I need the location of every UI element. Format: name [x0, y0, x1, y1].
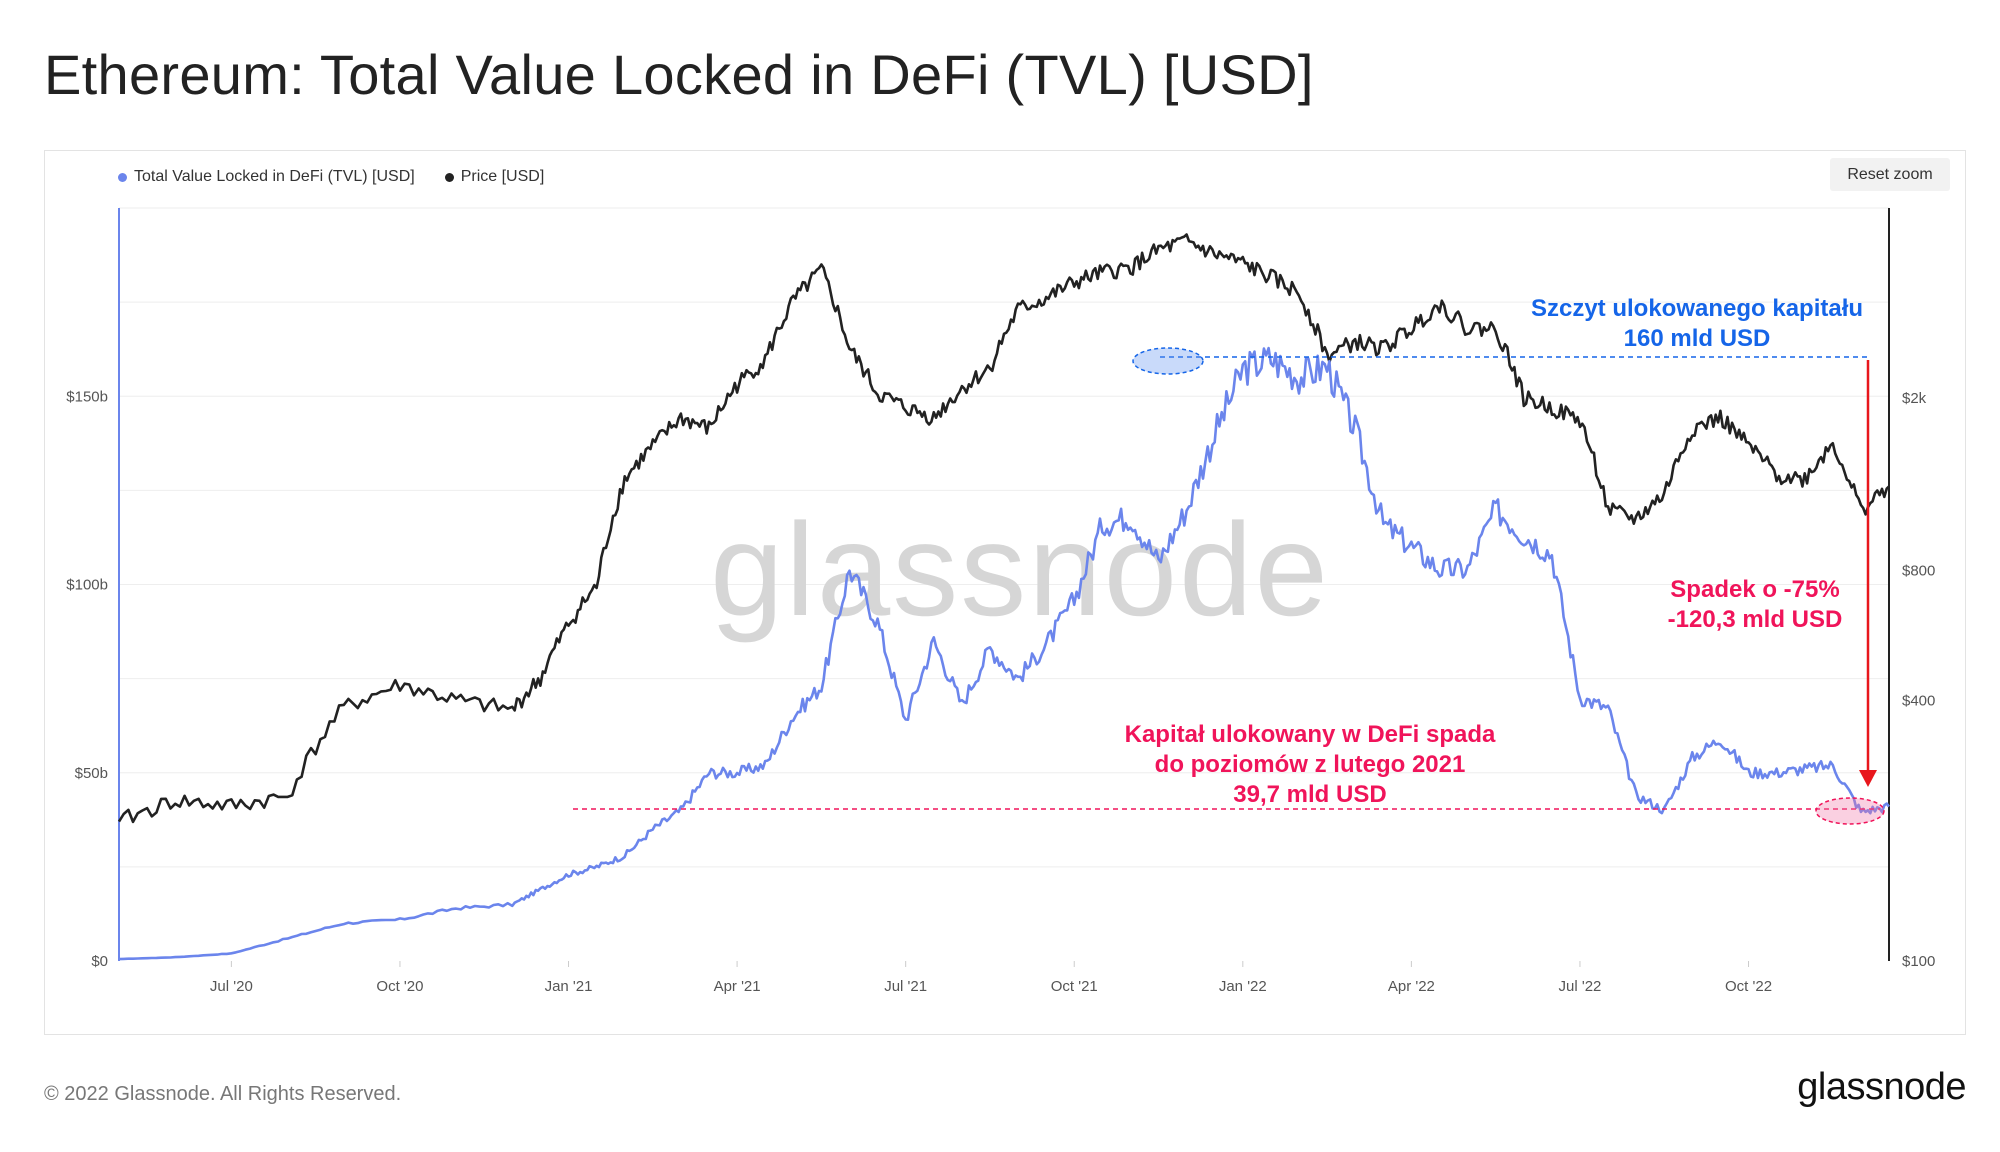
left-axis-tick-label: $100b [66, 577, 108, 594]
legend-item-tvl[interactable]: Total Value Locked in DeFi (TVL) [USD] [118, 168, 415, 186]
price-series-line [117, 233, 1890, 824]
x-axis-tick-label: Apr '21 [714, 978, 761, 995]
legend-label-price: Price [USD] [460, 168, 545, 185]
x-axis-tick-label: Jul '21 [884, 978, 927, 995]
chart-frame [44, 150, 1966, 1035]
tvl-series-line [118, 346, 1891, 961]
copyright-text: © 2022 Glassnode. All Rights Reserved. [44, 1083, 402, 1105]
chart-legend: Total Value Locked in DeFi (TVL) [USD] P… [118, 168, 544, 186]
drop-annotation-line2: -120,3 mld USD [1668, 606, 1843, 633]
right-axis-tick-label: $2k [1902, 390, 1927, 407]
x-axis-tick-label: Jul '20 [210, 978, 253, 995]
peak-annotation-line2: 160 mld USD [1624, 325, 1771, 352]
x-axis-tick-label: Oct '22 [1725, 978, 1772, 995]
page-title: Ethereum: Total Value Locked in DeFi (TV… [44, 43, 1314, 106]
left-axis-ticks: $0 $50b $100b $150b [66, 388, 108, 970]
low-annotation-line3: 39,7 mld USD [1233, 781, 1386, 808]
x-axis-tick-label: Oct '21 [1051, 978, 1098, 995]
peak-annotation-line1: Szczyt ulokowanego kapitału [1531, 295, 1863, 322]
x-axis-tick-label: Jan '21 [545, 978, 593, 995]
left-axis-tick-label: $150b [66, 388, 108, 405]
price-dot-icon [444, 172, 454, 182]
legend-item-price[interactable]: Price [USD] [444, 168, 545, 186]
glassnode-logo[interactable]: glassnode [1797, 1066, 1966, 1108]
x-axis-tick-label: Oct '20 [376, 978, 423, 995]
x-axis-ticks: Jul '20 Oct '20 Jan '21 Apr '21 Jul '21 Oct '… [210, 961, 1772, 995]
x-axis-tick-label: Apr '22 [1388, 978, 1435, 995]
x-axis-tick-label: Jan '22 [1219, 978, 1267, 995]
legend-label-tvl: Total Value Locked in DeFi (TVL) [USD] [134, 168, 415, 185]
right-axis-tick-label: $100 [1902, 953, 1935, 970]
left-axis-tick-label: $0 [91, 953, 108, 970]
tvl-dot-icon [118, 172, 127, 182]
gridlines [119, 207, 1889, 868]
drop-arrow-head-icon [1859, 770, 1877, 787]
reset-zoom-button[interactable]: Reset zoom [1830, 158, 1950, 191]
x-axis-tick-label: Jul '22 [1559, 978, 1602, 995]
low-annotation-line2: do poziomów z lutego 2021 [1155, 751, 1466, 778]
left-axis-tick-label: $50b [75, 765, 108, 782]
peak-highlight-ellipse [1132, 347, 1204, 375]
right-axis-tick-label: $800 [1902, 562, 1935, 579]
right-axis-tick-label: $400 [1902, 693, 1935, 710]
low-highlight-ellipse [1815, 797, 1885, 825]
drop-annotation-line1: Spadek o -75% [1670, 576, 1839, 603]
low-annotation-line1: Kapitał ulokowany w DeFi spada [1125, 721, 1496, 748]
watermark-text: glassnode [710, 496, 1330, 643]
right-axis-ticks: $100 $400 $800 $2k [1902, 390, 1935, 970]
